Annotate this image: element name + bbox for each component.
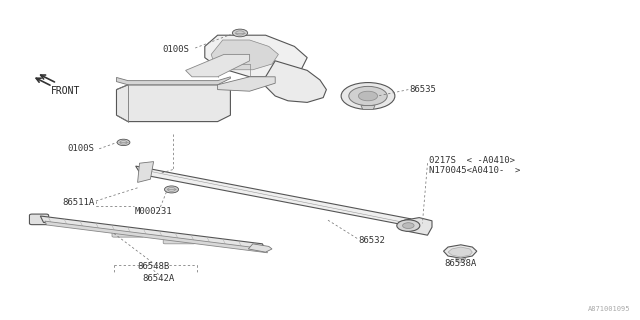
Text: FRONT: FRONT <box>51 86 81 96</box>
Polygon shape <box>205 35 307 77</box>
Circle shape <box>117 139 130 146</box>
Text: 86538A: 86538A <box>445 260 477 268</box>
Text: M000231: M000231 <box>134 207 172 216</box>
FancyBboxPatch shape <box>112 230 144 237</box>
Polygon shape <box>211 40 278 70</box>
Polygon shape <box>40 216 266 250</box>
Text: 86532: 86532 <box>358 236 385 245</box>
Circle shape <box>403 223 414 228</box>
Polygon shape <box>45 221 268 253</box>
Polygon shape <box>361 106 375 109</box>
Polygon shape <box>444 245 477 258</box>
Polygon shape <box>136 166 416 227</box>
Polygon shape <box>138 162 154 182</box>
Polygon shape <box>456 258 466 262</box>
Circle shape <box>358 91 378 101</box>
Polygon shape <box>186 54 250 77</box>
Text: 86548B: 86548B <box>138 262 170 271</box>
Text: 86542A: 86542A <box>143 274 175 283</box>
Polygon shape <box>218 77 275 91</box>
Text: A871001095: A871001095 <box>588 306 630 312</box>
Circle shape <box>341 83 395 109</box>
Circle shape <box>397 220 420 231</box>
FancyBboxPatch shape <box>163 237 195 244</box>
Polygon shape <box>116 77 230 85</box>
Circle shape <box>232 29 248 37</box>
Text: 0217S  < -A0410>: 0217S < -A0410> <box>429 156 515 164</box>
Text: 0100S: 0100S <box>68 144 95 153</box>
Polygon shape <box>116 85 230 122</box>
Text: 86511A: 86511A <box>63 198 95 207</box>
Polygon shape <box>404 218 432 235</box>
Text: 86535: 86535 <box>410 85 436 94</box>
FancyBboxPatch shape <box>29 214 49 225</box>
Polygon shape <box>266 61 326 102</box>
Text: 0100S: 0100S <box>162 45 189 54</box>
Text: N170045<A0410-  >: N170045<A0410- > <box>429 166 520 175</box>
Polygon shape <box>448 247 472 257</box>
Circle shape <box>164 186 179 193</box>
Polygon shape <box>248 244 272 252</box>
Circle shape <box>349 86 387 106</box>
